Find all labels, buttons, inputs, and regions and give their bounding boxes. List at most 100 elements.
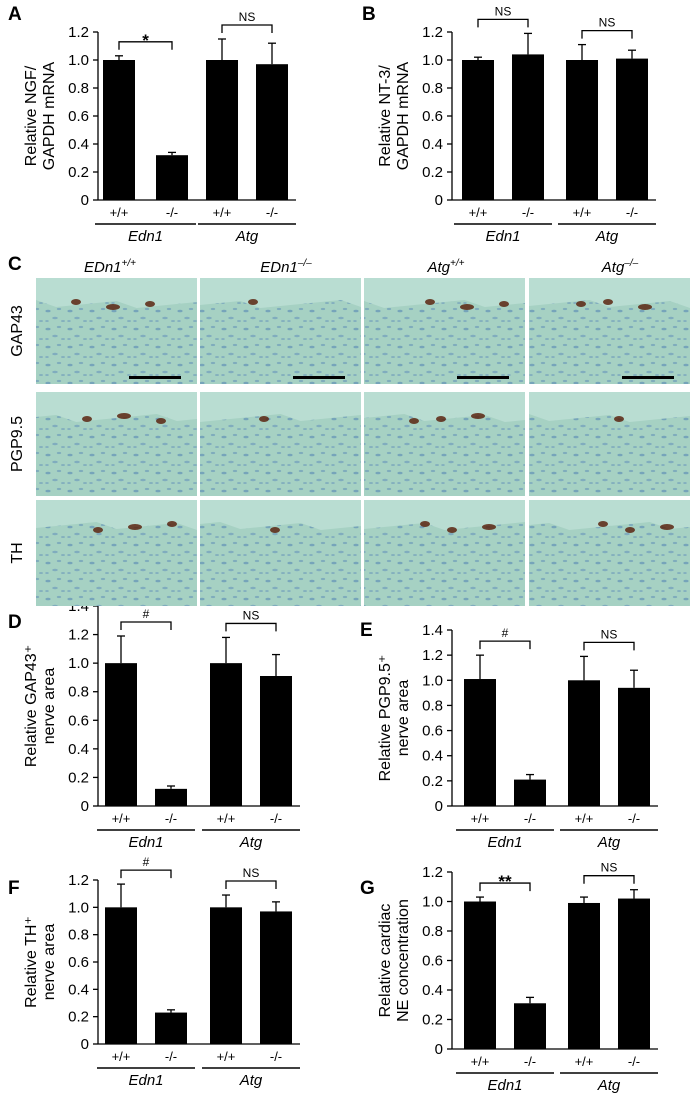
bar bbox=[568, 902, 600, 1049]
significance-bracket bbox=[120, 621, 172, 630]
bar bbox=[512, 54, 544, 201]
group-label: Edn1 bbox=[487, 1077, 522, 1094]
micrograph-th-0 bbox=[36, 500, 197, 606]
bar bbox=[210, 907, 242, 1044]
nuclei-texture bbox=[36, 300, 197, 384]
bar bbox=[155, 1012, 187, 1044]
x-category-label: +/+ bbox=[471, 811, 490, 826]
panel-B: B Relative NT-3/GAPDH mRNA 0 0.2 0.4 0.6 0.8 1.… bbox=[362, 4, 656, 245]
nerve-stain bbox=[270, 527, 280, 533]
nerve-stain bbox=[638, 304, 652, 310]
micrograph-row-label: GAP43 bbox=[9, 305, 26, 357]
panel-label: A bbox=[8, 4, 22, 25]
micrograph-column-title: EDn1–/– bbox=[260, 258, 312, 276]
micrograph-th-1 bbox=[200, 500, 361, 606]
y-tick-label: 0.8 bbox=[68, 684, 89, 701]
nerve-stain bbox=[482, 524, 496, 530]
micrograph-gap43-0 bbox=[36, 278, 197, 384]
bar bbox=[105, 907, 137, 1044]
y-tick-label: 0.8 bbox=[68, 80, 89, 97]
x-category-label: -/- bbox=[626, 205, 638, 220]
panel-label: E bbox=[360, 620, 373, 641]
significance-label: NS bbox=[599, 16, 616, 30]
y-tick-label: 0 bbox=[435, 192, 443, 209]
y-axis-title-line: NE concentration bbox=[395, 899, 412, 1022]
bar bbox=[464, 679, 496, 806]
y-tick-label: 0.4 bbox=[422, 748, 443, 765]
y-tick-label: 0.6 bbox=[68, 954, 89, 971]
nerve-stain bbox=[614, 416, 624, 422]
micrograph-th-3 bbox=[529, 500, 690, 606]
nerve-stain bbox=[420, 521, 430, 527]
nuclei-texture bbox=[529, 522, 690, 606]
group-label: Edn1 bbox=[128, 228, 163, 245]
nuclei-texture bbox=[200, 522, 361, 606]
y-tick-label: 0 bbox=[81, 192, 89, 209]
group-label: Edn1 bbox=[128, 834, 163, 851]
x-category-label: +/+ bbox=[112, 811, 131, 826]
bar bbox=[156, 155, 188, 200]
y-axis-title-line: Relative GAP43⁺ bbox=[23, 645, 40, 767]
group-label: Atg bbox=[597, 834, 621, 851]
y-tick-label: 0.8 bbox=[422, 697, 443, 714]
x-category-label: -/- bbox=[628, 811, 640, 826]
x-category-label: -/- bbox=[524, 811, 536, 826]
y-axis-title-line: Relative cardiac bbox=[377, 904, 394, 1018]
micrograph-pgp95-1 bbox=[200, 392, 361, 496]
y-tick-label: 1.2 bbox=[422, 24, 443, 41]
micrograph-th-2 bbox=[364, 500, 525, 606]
bar bbox=[256, 64, 288, 200]
bar bbox=[464, 901, 496, 1049]
y-tick-label: 0.4 bbox=[68, 136, 89, 153]
micrograph-column-title: Atg+/+ bbox=[427, 258, 465, 276]
x-category-label: -/- bbox=[628, 1054, 640, 1069]
y-tick-label: 1.4 bbox=[422, 622, 443, 639]
bar bbox=[155, 788, 187, 806]
nerve-stain bbox=[471, 413, 485, 419]
x-category-label: -/- bbox=[524, 1054, 536, 1069]
nuclei-texture bbox=[529, 300, 690, 384]
panel-label: F bbox=[8, 878, 20, 899]
bar bbox=[566, 60, 598, 200]
significance-bracket bbox=[583, 641, 635, 651]
nerve-stain bbox=[248, 299, 258, 305]
group-label: Atg bbox=[235, 228, 259, 245]
x-category-label: +/+ bbox=[213, 205, 232, 220]
y-axis-title-line: nerve area bbox=[41, 668, 58, 745]
significance-bracket bbox=[479, 882, 531, 892]
significance-label: NS bbox=[495, 4, 512, 18]
panel-label: B bbox=[362, 4, 376, 25]
nuclei-texture bbox=[364, 300, 525, 384]
y-tick-label: 0.6 bbox=[422, 723, 443, 740]
y-tick-label: 0 bbox=[435, 1041, 443, 1058]
group-label: Edn1 bbox=[485, 228, 520, 245]
panel-label: D bbox=[8, 612, 22, 633]
nerve-stain bbox=[660, 524, 674, 530]
significance-label: # bbox=[143, 855, 150, 869]
bar bbox=[616, 58, 648, 200]
y-tick-label: 1.0 bbox=[68, 899, 89, 916]
micrograph-row-label: TH bbox=[9, 542, 26, 563]
micrograph-gap43-3 bbox=[529, 278, 690, 384]
bar bbox=[618, 898, 650, 1049]
bar bbox=[462, 60, 494, 200]
bar bbox=[206, 60, 238, 200]
bar bbox=[514, 1003, 546, 1049]
group-label: Edn1 bbox=[487, 834, 522, 851]
significance-bracket bbox=[581, 29, 633, 39]
y-tick-label: 1.2 bbox=[68, 872, 89, 889]
y-tick-label: 1.0 bbox=[68, 655, 89, 672]
y-tick-label: 1.2 bbox=[68, 627, 89, 644]
bar bbox=[260, 676, 292, 806]
y-tick-label: 0.2 bbox=[68, 769, 89, 786]
nerve-stain bbox=[259, 416, 269, 422]
group-label: Edn1 bbox=[128, 1072, 163, 1089]
y-tick-label: 1.0 bbox=[68, 52, 89, 69]
y-tick-label: 0.4 bbox=[422, 136, 443, 153]
x-category-label: +/+ bbox=[575, 811, 594, 826]
y-tick-label: 0.8 bbox=[422, 923, 443, 940]
nerve-stain bbox=[460, 304, 474, 310]
y-tick-label: 0.6 bbox=[68, 712, 89, 729]
x-category-label: +/+ bbox=[112, 1049, 131, 1064]
